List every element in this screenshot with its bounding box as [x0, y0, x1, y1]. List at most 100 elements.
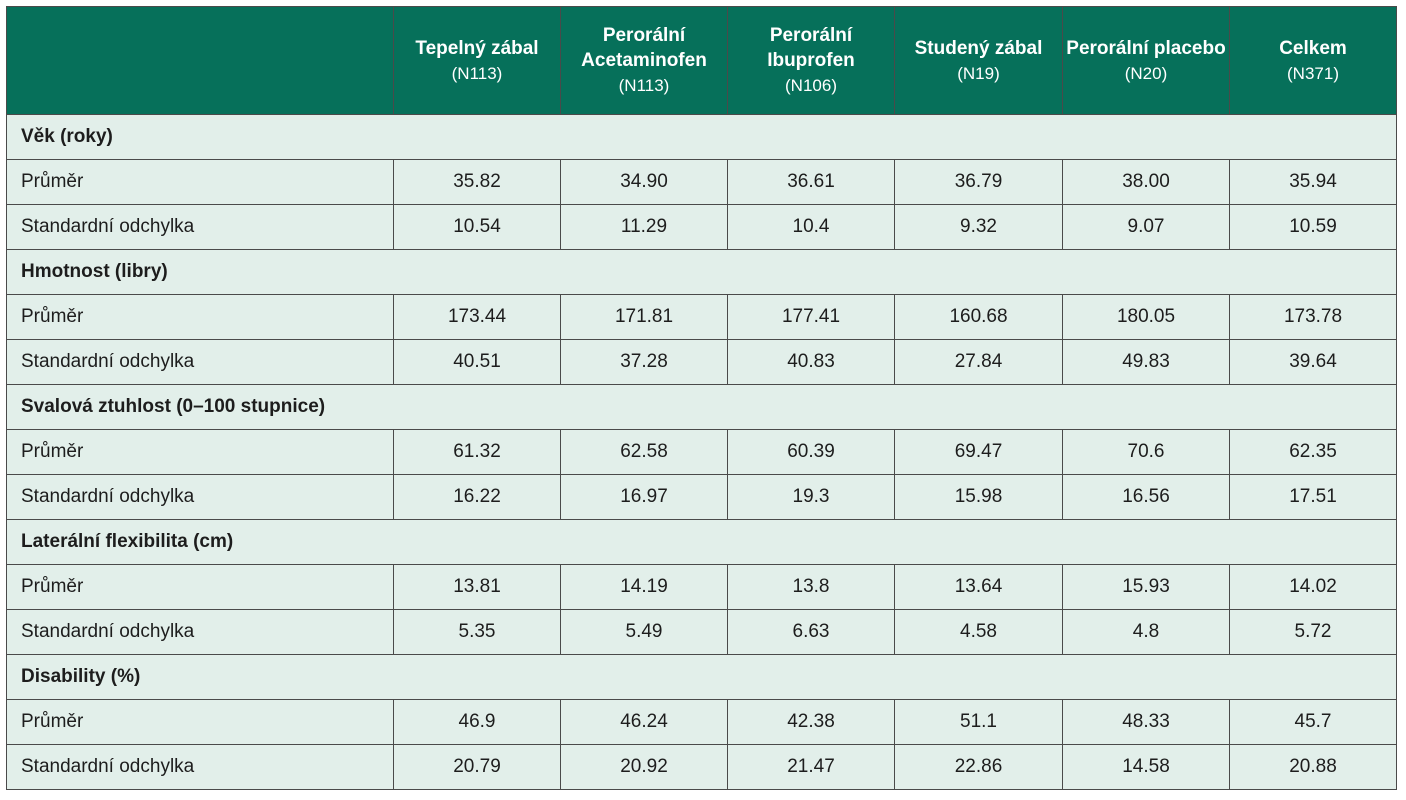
value-cell: 20.79 [393, 744, 561, 790]
value-cell: 13.64 [894, 564, 1063, 610]
value-cell: 4.8 [1062, 609, 1230, 655]
value-cell: 39.64 [1229, 339, 1397, 385]
column-header-peroralni-placebo: Perorální placebo (N20) [1062, 6, 1230, 115]
value-cell: 49.83 [1062, 339, 1230, 385]
column-sample-size: (N113) [618, 76, 670, 95]
value-cell: 61.32 [393, 429, 561, 475]
value-cell: 62.58 [560, 429, 728, 475]
value-cell: 14.02 [1229, 564, 1397, 610]
value-cell: 10.4 [727, 204, 895, 250]
value-cell: 15.93 [1062, 564, 1230, 610]
section-row-svalova-ztuhlost-0-100-stupnice: Svalová ztuhlost (0–100 stupnice) [6, 384, 1397, 430]
value-cell: 180.05 [1062, 294, 1230, 340]
section-row-vek-roky: Věk (roky) [6, 114, 1397, 160]
value-cell: 48.33 [1062, 699, 1230, 745]
row-label: Průměr [6, 294, 394, 340]
column-name: Tepelný zábal [415, 37, 539, 59]
value-cell: 10.54 [393, 204, 561, 250]
value-cell: 14.58 [1062, 744, 1230, 790]
column-sample-size: (N371) [1287, 63, 1339, 83]
value-cell: 20.92 [560, 744, 728, 790]
section-row-lateralni-flexibilita-cm: Laterální flexibilita (cm) [6, 519, 1397, 565]
section-row-hmotnost-libry: Hmotnost (libry) [6, 249, 1397, 295]
value-cell: 16.97 [560, 474, 728, 520]
value-cell: 15.98 [894, 474, 1063, 520]
value-cell: 21.47 [727, 744, 895, 790]
section-title: Disability (%) [6, 654, 1397, 700]
row-label: Standardní odchylka [6, 744, 394, 790]
column-header-peroralni-ibuprofen: Perorální Ibuprofen (N106) [727, 6, 895, 115]
table-row: Průměr 13.81 14.19 13.8 13.64 15.93 14.02 [6, 564, 1397, 610]
value-cell: 173.44 [393, 294, 561, 340]
row-label: Průměr [6, 429, 394, 475]
table-row: Standardní odchylka 20.79 20.92 21.47 22.86 1… [6, 744, 1397, 790]
value-cell: 16.56 [1062, 474, 1230, 520]
value-cell: 42.38 [727, 699, 895, 745]
value-cell: 20.88 [1229, 744, 1397, 790]
row-label: Standardní odchylka [6, 609, 394, 655]
header-row: Tepelný zábal (N113) Perorální Acetamino… [6, 6, 1397, 115]
table-row: Průměr 46.9 46.24 42.38 51.1 48.33 45.7 [6, 699, 1397, 745]
column-sample-size: (N20) [1124, 63, 1168, 83]
table-row: Průměr 61.32 62.58 60.39 69.47 70.6 62.35 [6, 429, 1397, 475]
statistics-table: Tepelný zábal (N113) Perorální Acetamino… [6, 6, 1397, 790]
row-label: Standardní odchylka [6, 204, 394, 250]
value-cell: 40.83 [727, 339, 895, 385]
value-cell: 17.51 [1229, 474, 1397, 520]
value-cell: 9.07 [1062, 204, 1230, 250]
value-cell: 13.8 [727, 564, 895, 610]
value-cell: 14.19 [560, 564, 728, 610]
column-header-celkem: Celkem (N371) [1229, 6, 1397, 115]
column-sample-size: (N106) [785, 76, 837, 95]
column-header-tepelny-zabal: Tepelný zábal (N113) [393, 6, 561, 115]
value-cell: 6.63 [727, 609, 895, 655]
value-cell: 19.3 [727, 474, 895, 520]
value-cell: 27.84 [894, 339, 1063, 385]
column-name: Perorální Ibuprofen [767, 25, 855, 71]
value-cell: 9.32 [894, 204, 1063, 250]
value-cell: 45.7 [1229, 699, 1397, 745]
table-body: Věk (roky) Průměr 35.82 34.90 36.61 36.79 38.0… [6, 114, 1397, 790]
value-cell: 51.1 [894, 699, 1063, 745]
value-cell: 62.35 [1229, 429, 1397, 475]
value-cell: 11.29 [560, 204, 728, 250]
value-cell: 46.9 [393, 699, 561, 745]
value-cell: 5.72 [1229, 609, 1397, 655]
table-row: Standardní odchylka 5.35 5.49 6.63 4.58 4.8 5.… [6, 609, 1397, 655]
statistics-table-container: Tepelný zábal (N113) Perorální Acetamino… [6, 6, 1397, 790]
value-cell: 22.86 [894, 744, 1063, 790]
section-title: Hmotnost (libry) [6, 249, 1397, 295]
row-label: Průměr [6, 699, 394, 745]
table-row: Průměr 173.44 171.81 177.41 160.68 180.05 173.… [6, 294, 1397, 340]
value-cell: 13.81 [393, 564, 561, 610]
value-cell: 60.39 [727, 429, 895, 475]
value-cell: 36.79 [894, 159, 1063, 205]
value-cell: 10.59 [1229, 204, 1397, 250]
value-cell: 38.00 [1062, 159, 1230, 205]
value-cell: 173.78 [1229, 294, 1397, 340]
section-title: Svalová ztuhlost (0–100 stupnice) [6, 384, 1397, 430]
value-cell: 34.90 [560, 159, 728, 205]
header-corner-cell [6, 6, 394, 115]
value-cell: 36.61 [727, 159, 895, 205]
table-row: Standardní odchylka 16.22 16.97 19.3 15.98 16… [6, 474, 1397, 520]
table-header: Tepelný zábal (N113) Perorální Acetamino… [6, 6, 1397, 115]
value-cell: 4.58 [894, 609, 1063, 655]
table-row: Průměr 35.82 34.90 36.61 36.79 38.00 35.94 [6, 159, 1397, 205]
value-cell: 70.6 [1062, 429, 1230, 475]
value-cell: 160.68 [894, 294, 1063, 340]
value-cell: 40.51 [393, 339, 561, 385]
row-label: Standardní odchylka [6, 339, 394, 385]
value-cell: 69.47 [894, 429, 1063, 475]
value-cell: 5.35 [393, 609, 561, 655]
section-title: Laterální flexibilita (cm) [6, 519, 1397, 565]
row-label: Průměr [6, 564, 394, 610]
column-name: Celkem [1279, 37, 1347, 59]
section-row-disability: Disability (%) [6, 654, 1397, 700]
column-name: Perorální placebo [1066, 37, 1226, 59]
column-name: Perorální Acetaminofen [581, 25, 707, 71]
value-cell: 177.41 [727, 294, 895, 340]
column-header-peroralni-acetaminofen: Perorální Acetaminofen (N113) [560, 6, 728, 115]
value-cell: 16.22 [393, 474, 561, 520]
column-header-studeny-zabal: Studený zábal (N19) [894, 6, 1063, 115]
